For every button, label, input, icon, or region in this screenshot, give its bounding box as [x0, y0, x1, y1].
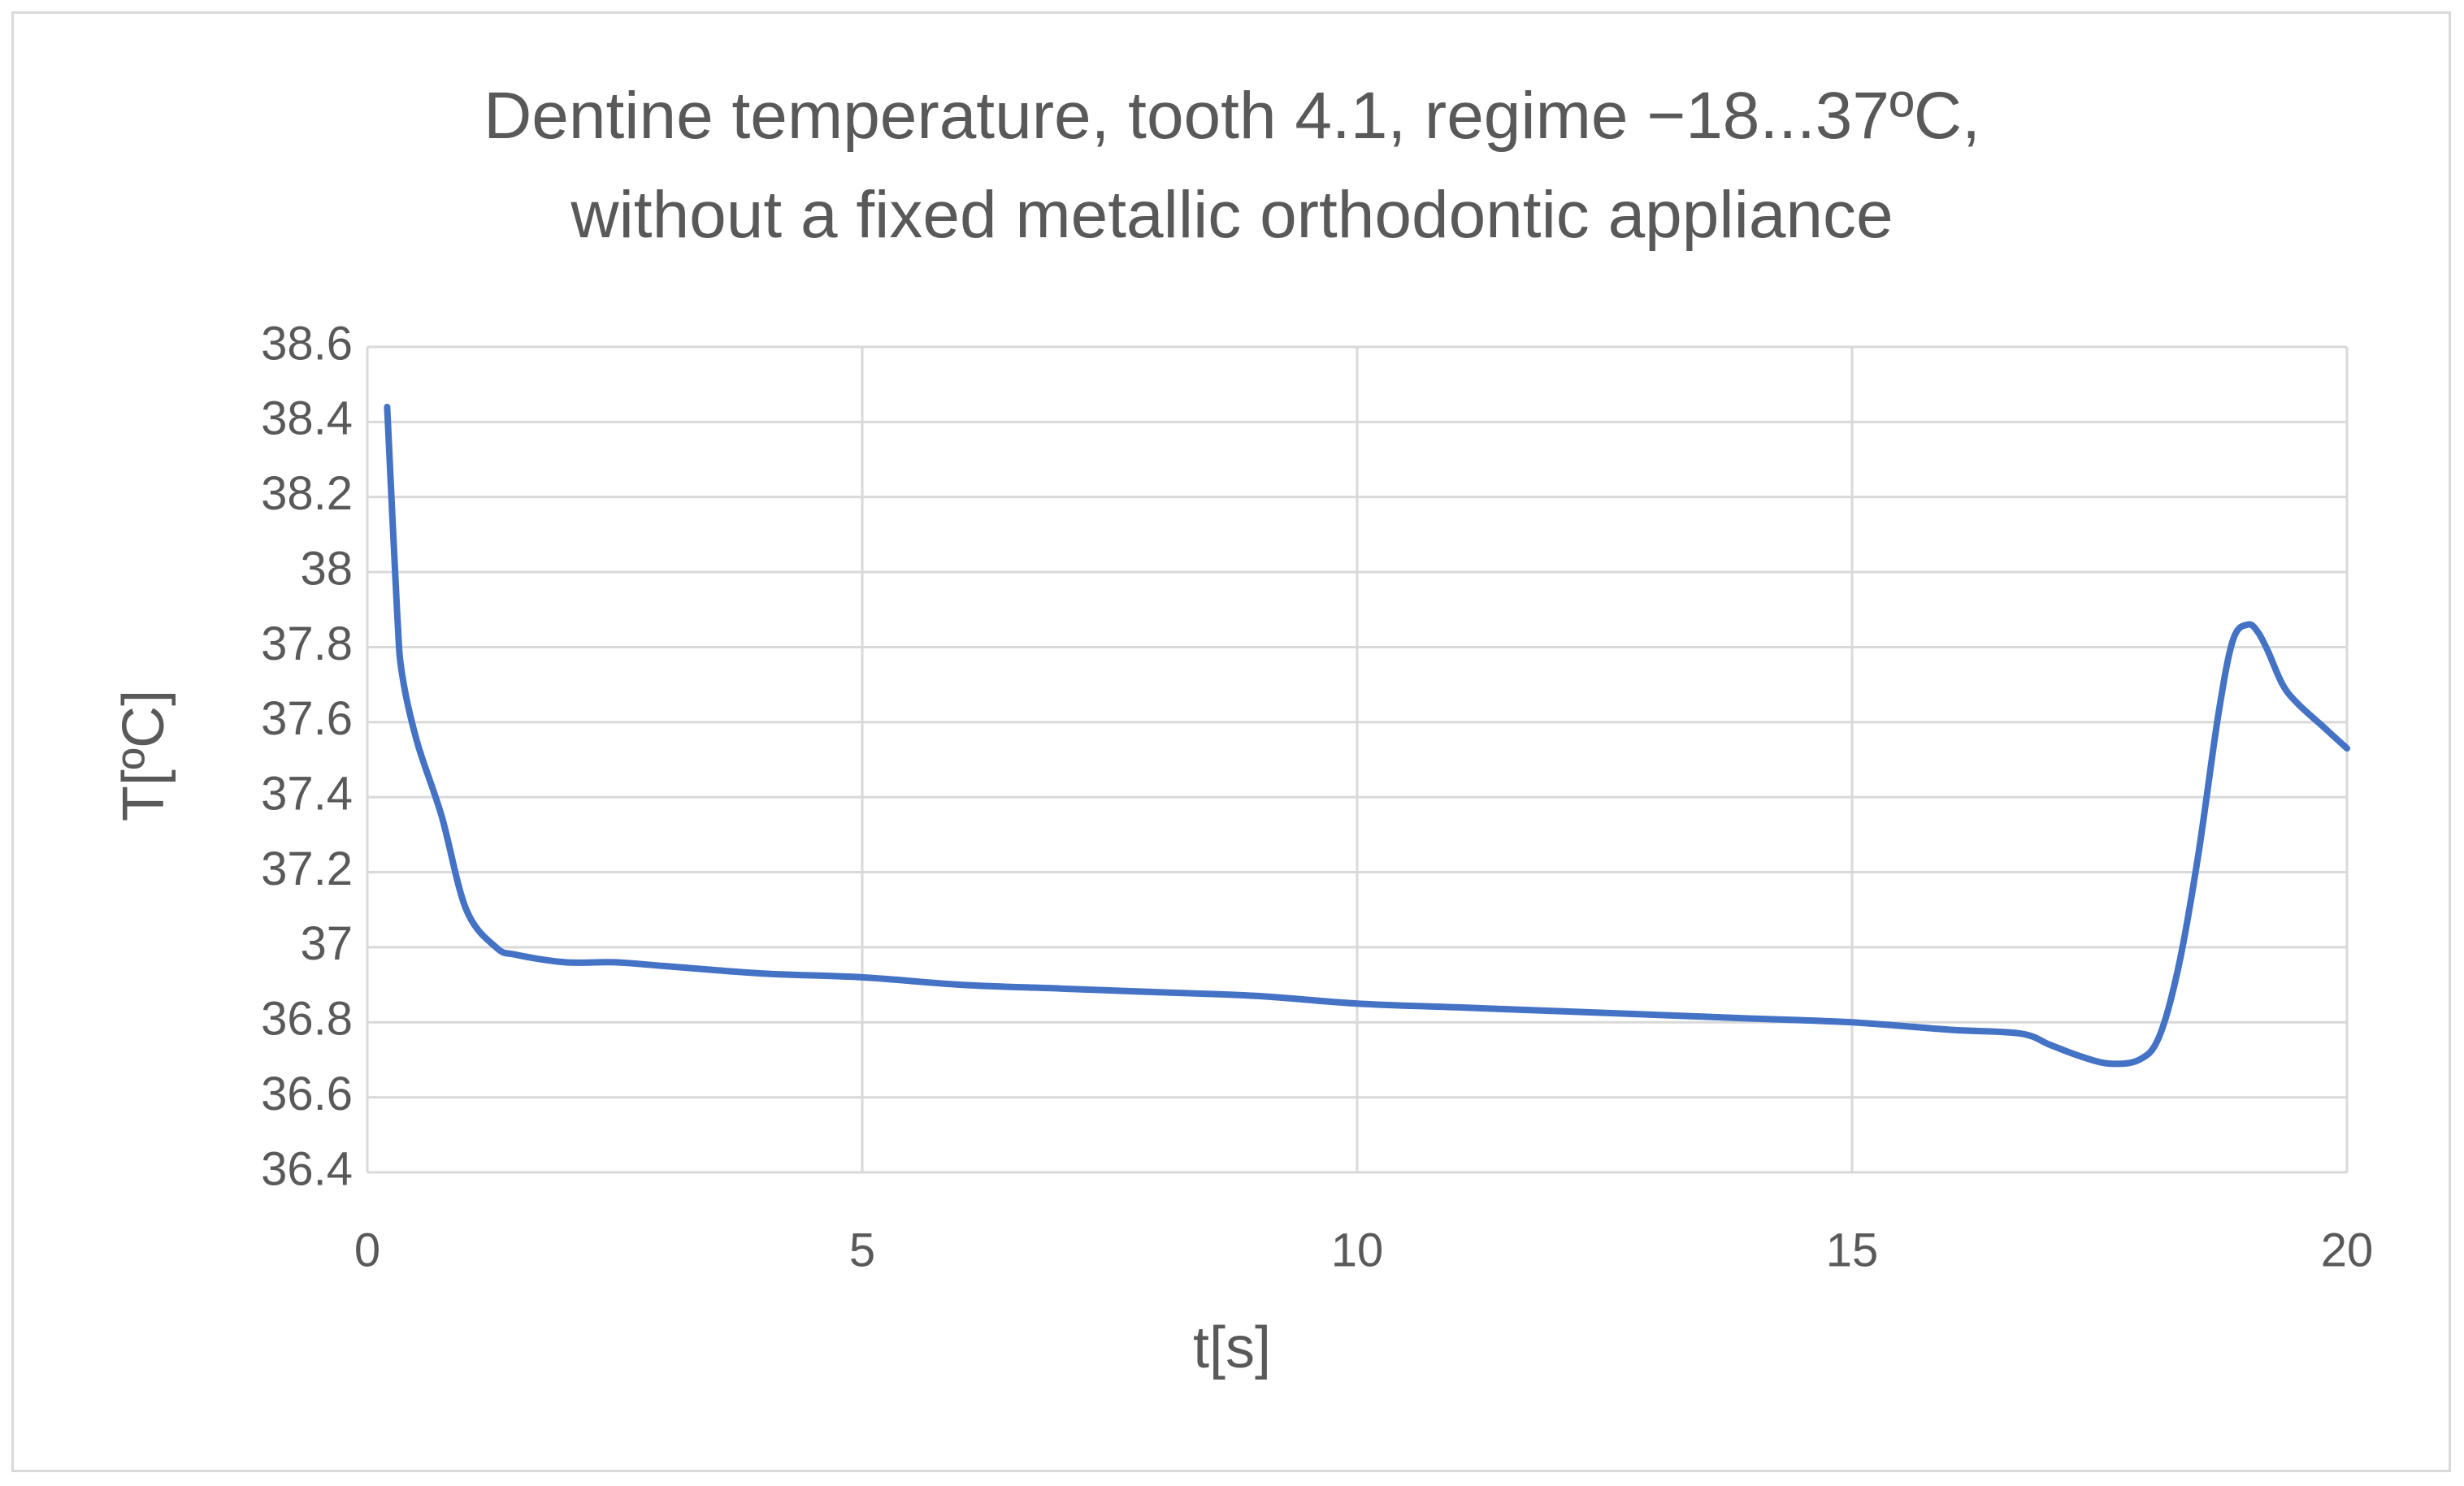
x-tick-label: 15	[1826, 1224, 1879, 1276]
x-tick-label: 5	[849, 1224, 875, 1276]
x-axis-title: t[s]	[1192, 1315, 1271, 1380]
x-tick-label: 10	[1331, 1224, 1384, 1276]
y-tick-label: 36.6	[261, 1068, 353, 1120]
x-tick-label: 20	[2321, 1224, 2374, 1276]
y-tick-label: 37.4	[261, 768, 353, 821]
y-tick-label: 37	[300, 917, 353, 970]
y-tick-label: 38.4	[261, 392, 353, 445]
chart-subtitle: without a fixed metallic orthodontic app…	[570, 178, 1894, 252]
y-tick-label: 38	[300, 542, 353, 595]
y-tick-label: 37.6	[261, 692, 353, 745]
y-tick-label: 36.8	[261, 993, 353, 1046]
x-tick-label: 0	[354, 1224, 380, 1276]
y-tick-label: 38.6	[261, 317, 353, 370]
series-line	[384, 403, 2350, 1068]
y-tick-label: 38.2	[261, 467, 353, 520]
y-axis-title: T[ºC]	[111, 689, 176, 822]
y-tick-label: 37.2	[261, 843, 353, 895]
chart-title: Dentine temperature, tooth 4.1, regime −…	[484, 79, 1980, 153]
y-tick-label: 37.8	[261, 617, 353, 670]
y-tick-label: 36.4	[261, 1142, 353, 1195]
